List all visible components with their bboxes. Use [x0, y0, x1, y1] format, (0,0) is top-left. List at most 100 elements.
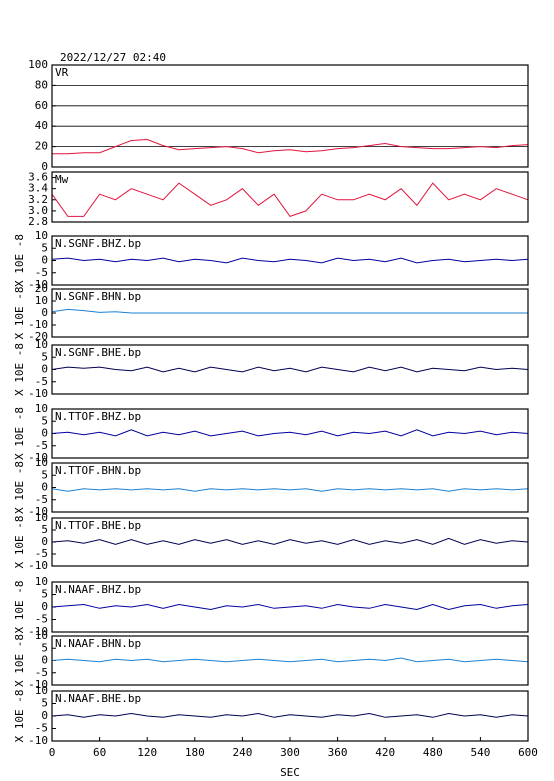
- y-tick-label: 5: [41, 241, 48, 254]
- y-tick-label: 0: [41, 306, 48, 319]
- y-tick-label: -5: [35, 439, 48, 452]
- panel-label: N.TTOF.BHN.bp: [55, 464, 141, 477]
- y-axis-label: X 10E -8: [13, 581, 26, 634]
- y-axis-label: X 10E -8: [13, 234, 26, 287]
- series-line: [51, 308, 528, 314]
- y-tick-label: 3.0: [28, 204, 48, 217]
- series-line: [52, 138, 529, 155]
- y-tick-label: -5: [35, 266, 48, 279]
- x-tick-label: 180: [185, 746, 205, 759]
- y-axis-label: X 10E -8: [13, 287, 26, 340]
- y-tick-label: 20: [35, 140, 48, 153]
- y-tick-label: -5: [35, 493, 48, 506]
- y-tick-label: -5: [35, 613, 48, 626]
- x-tick-label: 60: [93, 746, 106, 759]
- y-tick-label: 0: [41, 363, 48, 376]
- panel-frame: [51, 64, 529, 168]
- y-tick-label: 0: [41, 481, 48, 494]
- y-tick-label: -10: [28, 505, 48, 518]
- panel-label: N.TTOF.BHE.bp: [55, 519, 141, 532]
- x-axis-label: SEC: [280, 766, 300, 779]
- y-tick-label: 20: [35, 282, 48, 295]
- y-axis-label: X 10E -8: [13, 343, 26, 396]
- y-tick-label: 10: [35, 575, 48, 588]
- y-tick-label: 10: [35, 511, 48, 524]
- panel-frame: [51, 171, 529, 223]
- panel-label: Mw: [55, 173, 69, 186]
- y-tick-label: 3.2: [28, 193, 48, 206]
- y-tick-label: -10: [28, 559, 48, 572]
- panel-frame: [51, 635, 529, 686]
- y-tick-label: 0: [41, 709, 48, 722]
- y-tick-label: 10: [35, 338, 48, 351]
- y-tick-label: -10: [28, 451, 48, 464]
- series-line: [51, 182, 529, 217]
- x-tick-label: 480: [423, 746, 443, 759]
- chart-title: 2022/12/27 02:40: [60, 51, 166, 64]
- y-tick-label: -10: [28, 678, 48, 691]
- y-tick-label: -10: [28, 318, 48, 331]
- panel-label: N.SGNF.BHZ.bp: [55, 237, 141, 250]
- x-tick-label: 120: [137, 746, 157, 759]
- panel-label: N.SGNF.BHE.bp: [55, 346, 141, 359]
- series-line: [51, 257, 529, 264]
- series-line: [51, 537, 529, 545]
- y-tick-label: -10: [28, 625, 48, 638]
- x-tick-label: 600: [518, 746, 538, 759]
- y-tick-label: 5: [41, 697, 48, 710]
- y-axis-label: X 10E -8: [13, 516, 26, 569]
- panel-frame: [51, 408, 529, 459]
- y-tick-label: 5: [41, 468, 48, 481]
- y-tick-label: 0: [41, 160, 48, 173]
- y-tick-label: 5: [41, 588, 48, 601]
- y-tick-label: -5: [35, 375, 48, 388]
- panel-frame: [51, 462, 529, 513]
- y-tick-label: 40: [35, 119, 48, 132]
- y-tick-label: -5: [35, 666, 48, 679]
- panel-label: N.NAAF.BHZ.bp: [55, 583, 141, 596]
- series-line: [51, 429, 529, 437]
- y-tick-label: 3.6: [28, 171, 48, 184]
- y-axis-label: X 10E -8: [13, 461, 26, 514]
- series-line: [51, 712, 529, 718]
- x-tick-label: 300: [280, 746, 300, 759]
- series-line: [51, 366, 529, 373]
- x-tick-label: 0: [49, 746, 56, 759]
- x-tick-label: 360: [328, 746, 348, 759]
- panel-label: N.SGNF.BHN.bp: [55, 290, 141, 303]
- y-tick-label: 100: [28, 58, 48, 71]
- y-tick-label: 60: [35, 99, 48, 112]
- y-tick-label: 5: [41, 523, 48, 536]
- y-tick-label: 0: [41, 600, 48, 613]
- y-tick-label: 0: [41, 654, 48, 667]
- y-tick-label: -5: [35, 722, 48, 735]
- y-tick-label: -20: [28, 330, 48, 343]
- y-tick-label: 5: [41, 350, 48, 363]
- y-axis-label: X 10E -8: [13, 690, 26, 743]
- y-tick-label: 0: [41, 427, 48, 440]
- x-tick-label: 540: [470, 746, 490, 759]
- series-line: [51, 657, 529, 663]
- y-tick-label: -10: [28, 734, 48, 747]
- y-tick-label: 10: [35, 229, 48, 242]
- panel-label: N.TTOF.BHZ.bp: [55, 410, 141, 423]
- y-tick-label: 10: [35, 294, 48, 307]
- series-line: [51, 603, 529, 611]
- y-tick-label: 10: [35, 684, 48, 697]
- series-line: [51, 488, 529, 492]
- y-tick-label: -10: [28, 278, 48, 291]
- x-tick-label: 420: [375, 746, 395, 759]
- y-tick-label: 10: [35, 402, 48, 415]
- panel-frame: [51, 517, 529, 567]
- y-tick-label: 10: [35, 629, 48, 642]
- y-tick-label: 0: [41, 535, 48, 548]
- panel-frame: [51, 581, 529, 633]
- y-tick-label: 5: [41, 641, 48, 654]
- y-tick-label: -10: [28, 387, 48, 400]
- y-tick-label: 2.8: [28, 215, 48, 228]
- y-axis-label: X 10E -8: [13, 407, 26, 460]
- y-tick-label: 3.4: [28, 182, 48, 195]
- y-axis-label: X 10E -8: [13, 634, 26, 687]
